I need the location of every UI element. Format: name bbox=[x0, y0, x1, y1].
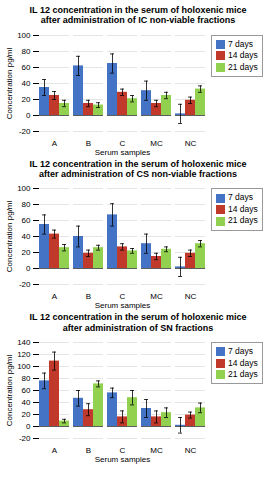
svg-text:0: 0 bbox=[26, 422, 31, 431]
svg-text:0: 0 bbox=[26, 264, 31, 273]
svg-text:C: C bbox=[119, 292, 126, 302]
svg-text:C: C bbox=[119, 446, 126, 456]
svg-text:100: 100 bbox=[17, 362, 31, 371]
svg-text:B: B bbox=[86, 293, 91, 302]
svg-text:Serum samples: Serum samples bbox=[95, 455, 151, 464]
svg-text:40: 40 bbox=[22, 79, 31, 88]
svg-text:120: 120 bbox=[17, 350, 31, 359]
svg-text:A: A bbox=[52, 139, 58, 148]
svg-text:140: 140 bbox=[17, 338, 31, 347]
html-text:14 days: 14 days bbox=[228, 50, 258, 61]
html-text:7 days: 7 days bbox=[228, 38, 253, 49]
svg-text:80: 80 bbox=[22, 374, 31, 383]
svg-text:60: 60 bbox=[22, 386, 31, 395]
svg-text:20: 20 bbox=[22, 410, 31, 419]
html-text:14 days: 14 days bbox=[228, 357, 258, 368]
svg-text:20: 20 bbox=[22, 248, 31, 257]
svg-text:MC: MC bbox=[150, 293, 163, 302]
svg-text:NC: NC bbox=[185, 293, 197, 302]
svg-text:Concentration pg/ml: Concentration pg/ml bbox=[5, 355, 14, 427]
svg-text:A: A bbox=[52, 446, 58, 455]
svg-text:20: 20 bbox=[22, 95, 31, 104]
html-text:IL 12 concentration in the ser: IL 12 concentration in the serum of holo… bbox=[29, 5, 247, 26]
html-text:21 days: 21 days bbox=[228, 369, 258, 379]
svg-text:B: B bbox=[86, 139, 91, 148]
svg-text:A: A bbox=[52, 293, 58, 302]
html-text:21 days: 21 days bbox=[228, 215, 258, 226]
svg-text:-20: -20 bbox=[19, 127, 31, 136]
svg-text:MC: MC bbox=[150, 446, 163, 455]
svg-text:Concentration pg/ml: Concentration pg/ml bbox=[5, 201, 14, 273]
svg-text:Serum samples: Serum samples bbox=[95, 301, 151, 310]
svg-text:-20: -20 bbox=[19, 434, 31, 443]
html-text:7 days: 7 days bbox=[228, 192, 253, 203]
html-text:IL 12 concentration in the ser: IL 12 concentration in the serum of holo… bbox=[29, 312, 247, 333]
svg-text:60: 60 bbox=[22, 216, 31, 225]
svg-text:Serum samples: Serum samples bbox=[95, 147, 151, 156]
svg-text:NC: NC bbox=[185, 446, 197, 455]
svg-text:40: 40 bbox=[22, 398, 31, 407]
svg-text:C: C bbox=[119, 138, 126, 148]
html-text:7 days: 7 days bbox=[228, 346, 253, 357]
svg-text:60: 60 bbox=[22, 63, 31, 72]
svg-text:40: 40 bbox=[22, 232, 31, 241]
svg-text:B: B bbox=[86, 446, 91, 455]
svg-text:Concentration pg/ml: Concentration pg/ml bbox=[5, 47, 14, 119]
svg-text:-20: -20 bbox=[19, 280, 31, 289]
svg-text:100: 100 bbox=[17, 31, 31, 40]
svg-text:80: 80 bbox=[22, 200, 31, 209]
svg-text:MC: MC bbox=[150, 139, 163, 148]
svg-text:80: 80 bbox=[22, 47, 31, 56]
html-text:21 days: 21 days bbox=[228, 61, 258, 72]
html-text:14 days: 14 days bbox=[228, 203, 258, 214]
svg-text:0: 0 bbox=[26, 111, 31, 120]
html-text:IL 12 concentration in the ser: IL 12 concentration in the serum of holo… bbox=[29, 158, 247, 179]
svg-text:NC: NC bbox=[185, 139, 197, 148]
svg-text:100: 100 bbox=[17, 184, 31, 193]
